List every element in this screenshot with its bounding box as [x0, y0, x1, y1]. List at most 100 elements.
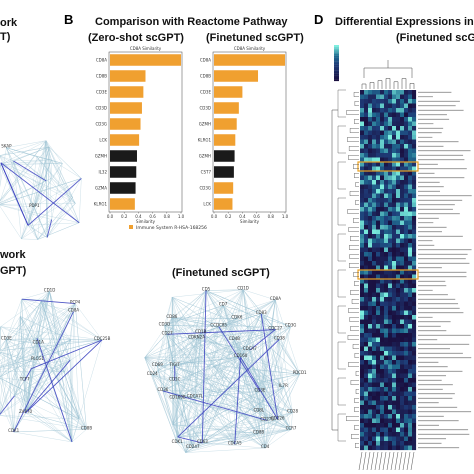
heatmap-cell: [364, 279, 369, 284]
heatmap-cell: [372, 180, 377, 185]
heatmap-cell: [384, 355, 389, 361]
heatmap-cell: [380, 139, 385, 145]
network-edge-strong: [177, 339, 280, 438]
heatmap-cell: [360, 121, 365, 127]
heatmap-cell: [400, 202, 405, 208]
heatmap-cell: [404, 130, 409, 136]
heatmap-cell: [360, 220, 365, 226]
heatmap-cell: [404, 171, 409, 176]
heatmap-cell: [396, 396, 401, 401]
network-node-label: CD8A: [270, 296, 281, 301]
heatmap-cell: [388, 207, 393, 212]
heatmap-cell: [384, 292, 389, 298]
heatmap-cell: [396, 108, 401, 113]
heatmap-cell: [380, 207, 385, 212]
heatmap-cell: [396, 261, 401, 266]
heatmap-cell: [368, 229, 373, 235]
heatmap-cell: [384, 306, 389, 311]
heatmap-cell: [408, 261, 413, 266]
heatmap-cell: [380, 184, 385, 190]
heatmap-cell: [396, 225, 401, 230]
network-edge: [0, 368, 14, 433]
heatmap-cell: [408, 202, 413, 208]
network-edge: [0, 155, 80, 223]
bar-category-label: GZMH: [199, 121, 211, 126]
heatmap-cell: [376, 220, 381, 226]
heatmap-cell: [360, 337, 365, 343]
network-edge: [27, 197, 73, 226]
heatmap-cell: [372, 423, 377, 428]
heatmap-cell: [384, 229, 389, 235]
heatmap-cell: [376, 436, 381, 442]
heatmap-cell: [396, 126, 401, 131]
heatmap-cell: [368, 315, 373, 320]
heatmap-cell: [412, 297, 417, 302]
network-edge: [0, 291, 50, 355]
heatmap-cell: [360, 234, 365, 239]
heatmap-cell: [372, 342, 377, 347]
heatmap-cell: [408, 207, 413, 212]
heatmap-col-label: [378, 451, 383, 471]
heatmap-cell: [392, 108, 397, 113]
heatmap-cell: [380, 148, 385, 154]
network-edge: [6, 147, 48, 238]
heatmap-cell: [384, 382, 389, 388]
heatmap-cell: [368, 306, 373, 311]
network-edge-strong: [13, 160, 47, 182]
network-edge: [0, 343, 39, 365]
network-edge: [177, 398, 268, 421]
heatmap-cell: [412, 301, 417, 307]
heatmap-cell: [400, 382, 405, 388]
network-edge: [38, 300, 42, 344]
heatmap-cell: [384, 432, 389, 437]
heatmap-cell: [384, 153, 389, 158]
heatmap-cell: [368, 427, 373, 433]
heatmap-cell: [376, 445, 381, 451]
heatmap-cell: [368, 328, 373, 334]
heatmap-cell: [368, 157, 373, 163]
network-edge: [21, 238, 38, 240]
heatmap-cell: [376, 162, 381, 167]
heatmap-cell: [396, 99, 401, 104]
heatmap-cell: [360, 270, 365, 275]
network-edge: [177, 391, 260, 399]
heatmap-cell: [404, 162, 409, 167]
heatmap-cell: [408, 319, 413, 325]
heatmap-cell: [388, 292, 393, 298]
heatmap-cell: [364, 157, 369, 163]
heatmap-cell: [376, 315, 381, 320]
heatmap-cell: [380, 270, 385, 275]
heatmap-cell: [396, 283, 401, 289]
heatmap-cell: [400, 274, 405, 280]
heatmap-cell: [400, 157, 405, 163]
heatmap-cell: [408, 445, 413, 451]
heatmap-cell: [376, 229, 381, 235]
heatmap-cell: [360, 418, 365, 424]
heatmap-cell: [392, 427, 397, 433]
heatmap-cell: [360, 405, 365, 410]
heatmap-cell: [364, 234, 369, 239]
row-dendrogram: [331, 89, 359, 448]
heatmap-cell: [372, 346, 377, 352]
heatmap-cell: [364, 112, 369, 118]
heatmap-cell: [412, 387, 417, 392]
heatmap-cell: [372, 274, 377, 280]
heatmap-cell: [408, 121, 413, 127]
network-node-label: CD38: [274, 335, 285, 340]
heatmap-cell: [364, 117, 369, 122]
heatmap-cell: [360, 427, 365, 433]
heatmap-cell: [360, 207, 365, 212]
network-edge: [174, 365, 292, 430]
heatmap-cell: [384, 445, 389, 451]
heatmap-cell: [388, 225, 393, 230]
heatmap-cell: [376, 180, 381, 185]
network-edge: [0, 155, 14, 162]
heatmap-cell: [360, 283, 365, 289]
heatmap-cell: [380, 162, 385, 167]
network-node-label: CD5: [202, 287, 211, 292]
network-node-label: CD28: [287, 409, 298, 414]
network-node-label: CD27: [162, 330, 173, 335]
bar-category-label: CD3E: [200, 89, 211, 94]
heatmap-cell: [368, 292, 373, 298]
